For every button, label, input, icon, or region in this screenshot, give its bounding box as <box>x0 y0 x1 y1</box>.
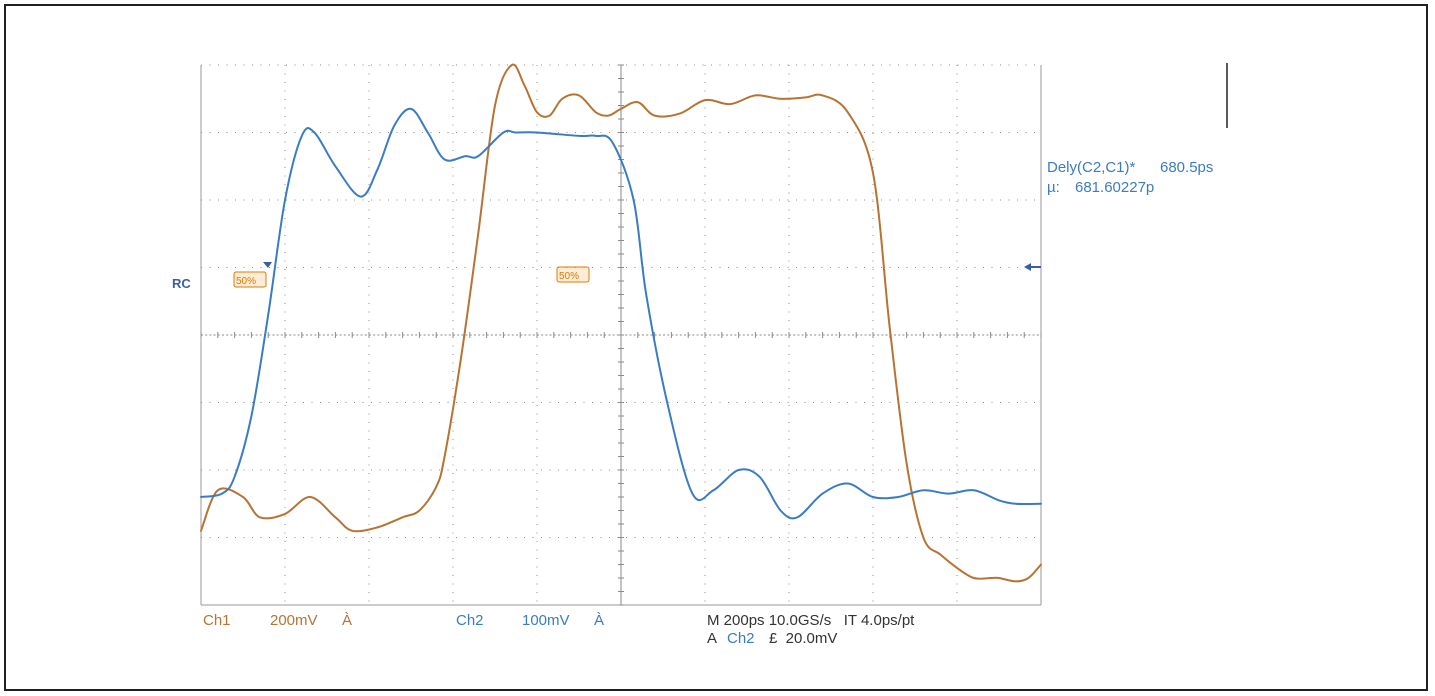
traces <box>200 63 1042 583</box>
measurement-mean-label: µ: <box>1047 179 1060 196</box>
acquisition-settings: M 200ps 10.0GS/s IT 4.0ps/pt <box>707 612 915 629</box>
trace-ch1 <box>200 63 1042 583</box>
reference-marker-label: RC <box>172 276 191 291</box>
trigger-prefix: A <box>707 630 718 647</box>
measurement-mean-value: 681.60227p <box>1075 179 1155 196</box>
ch1-scale: 200mV <box>270 612 318 629</box>
ch1-coupling: À <box>342 612 353 629</box>
measurement-value: 680.5ps <box>1160 159 1214 176</box>
ch2-name: Ch2 <box>456 612 484 629</box>
ch1-crossing-tag: 50% <box>236 276 257 287</box>
trace-ch2 <box>200 107 1042 520</box>
ch2-crossing-marker <box>556 266 590 283</box>
figure-frame <box>4 4 1428 691</box>
ch2-coupling: À <box>594 612 605 629</box>
ch1-crossing-marker <box>233 271 267 288</box>
trigger-channel: Ch2 <box>727 630 755 647</box>
measurement-label: Dely(C2,C1)* <box>1047 159 1136 176</box>
graticule-center-axes <box>200 64 1042 606</box>
cursor-triangle-icon <box>263 262 272 268</box>
ch2-scale: 100mV <box>522 612 570 629</box>
trigger-level-arrowhead-icon <box>1024 263 1031 271</box>
ch1-name: Ch1 <box>203 612 231 629</box>
ch2-crossing-tag: 50% <box>559 271 580 282</box>
trigger-level: £ 20.0mV <box>769 630 838 647</box>
cursor-marks <box>233 63 1228 288</box>
